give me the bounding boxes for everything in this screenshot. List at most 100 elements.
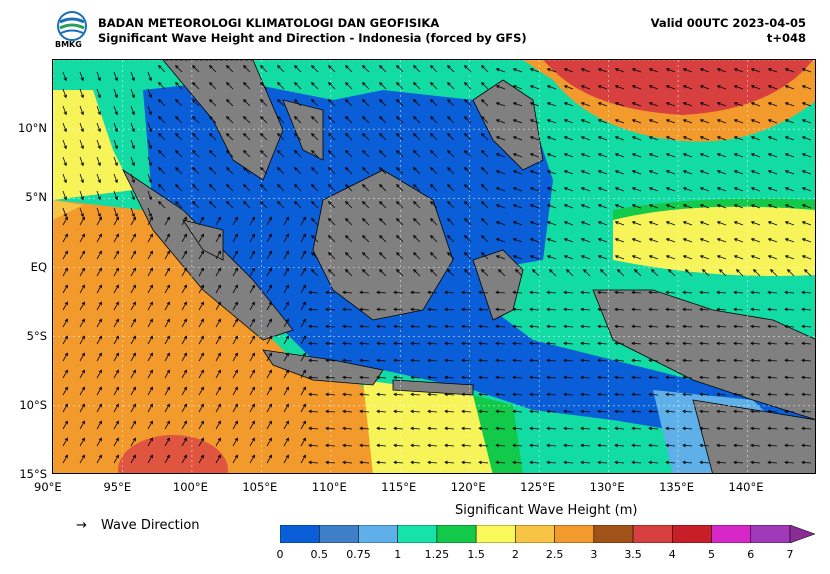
wave-arrow [665,153,676,158]
wave-arrow [430,99,438,107]
wave-arrow [62,216,68,226]
wave-arrow [597,307,608,312]
land-malay [182,219,224,261]
wave-arrow [631,170,642,175]
wave-arrow [546,392,557,397]
wave-arrow [342,341,353,346]
wave-arrow [699,409,710,414]
wave-arrow [266,284,272,294]
wave-arrow [396,167,404,175]
land-new-guinea [592,289,815,420]
wave-arrow [750,136,761,141]
wave-arrow [164,454,170,464]
wave-arrow [498,269,506,277]
wave-arrow [614,255,625,260]
wave-arrow [784,153,795,158]
wave-arrow [396,133,404,141]
wave-arrow [648,170,659,175]
wave-arrow [300,454,306,464]
wave-arrow [130,190,135,201]
wave-arrow [113,216,119,226]
wave-arrow [410,324,421,329]
wave-arrow [733,238,744,243]
wave-arrow [648,460,659,465]
wave-arrow [96,386,102,396]
wave-arrow [461,392,472,397]
wave-arrow [597,204,608,209]
wave-arrow [801,68,812,73]
wave-arrow [283,335,289,345]
wave-arrow [563,238,574,243]
wave-arrow [130,250,136,260]
wave-arrow [733,204,744,209]
wave-arrow [546,119,557,124]
wave-arrow [260,150,268,158]
wave-arrow [784,204,795,209]
wave-arrow [495,204,506,209]
wave-arrow [461,443,472,448]
wave-arrow [79,88,84,99]
wave-arrow [232,403,238,413]
wave-arrow [260,201,268,209]
land-java [262,349,384,386]
wave-arrow [464,167,472,175]
wave-arrow [430,252,438,260]
wave-arrow [198,420,204,430]
wave-arrow [62,156,67,167]
colorbar-extend [789,525,816,543]
wave-arrow [345,184,353,192]
wave-arrow [147,190,152,201]
wave-arrow [512,443,523,448]
wave-arrow [396,269,404,277]
wave-arrow [376,392,387,397]
wave-arrow [277,116,285,124]
wave-arrow [733,443,744,448]
wave-arrow [283,233,289,243]
wave-arrow [495,392,506,397]
wave-arrow [665,443,676,448]
wave-arrow [614,290,625,295]
wave-arrow [767,238,778,243]
wave-arrow [96,352,102,362]
wave-arrow [345,133,353,141]
wave-arrow [62,71,67,82]
wave-arrow [481,133,489,141]
wave-arrow [62,105,67,116]
wave-arrow [750,375,761,380]
wave-arrow [529,375,540,380]
wave-arrow [464,116,472,124]
wave-arrow [62,88,67,99]
wave-arrow [699,375,710,380]
colorbar-segment [515,525,555,543]
wave-arrow [784,290,795,295]
wave-arrow [699,426,710,431]
wave-arrow [444,341,455,346]
wave-arrow [311,235,319,243]
wave-arrow [300,420,306,430]
wave-arrow [447,235,455,243]
wave-arrow [597,443,608,448]
wave-direction-arrows [62,65,812,465]
wave-arrow [215,284,221,294]
wave-arrow [379,150,387,158]
wave-arrow [614,153,625,158]
wave-arrow [164,267,170,277]
wave-arrow [546,290,557,295]
wave-arrow [113,105,118,116]
wave-arrow [614,204,625,209]
wave-arrow [512,358,523,363]
wave-arrow [158,201,166,209]
wave-arrow [62,318,68,328]
wave-arrow [495,358,506,363]
wave-arrow [345,252,353,260]
wave-arrow [464,252,472,260]
wave-arrow [648,136,659,141]
colorbar [280,525,816,543]
wave-arrow [682,221,693,226]
wave-arrow [699,324,710,329]
wave-arrow [342,392,353,397]
wave-arrow [750,426,761,431]
wave-arrow [699,392,710,397]
wave-arrow [396,235,404,243]
wave-arrow [215,216,221,226]
